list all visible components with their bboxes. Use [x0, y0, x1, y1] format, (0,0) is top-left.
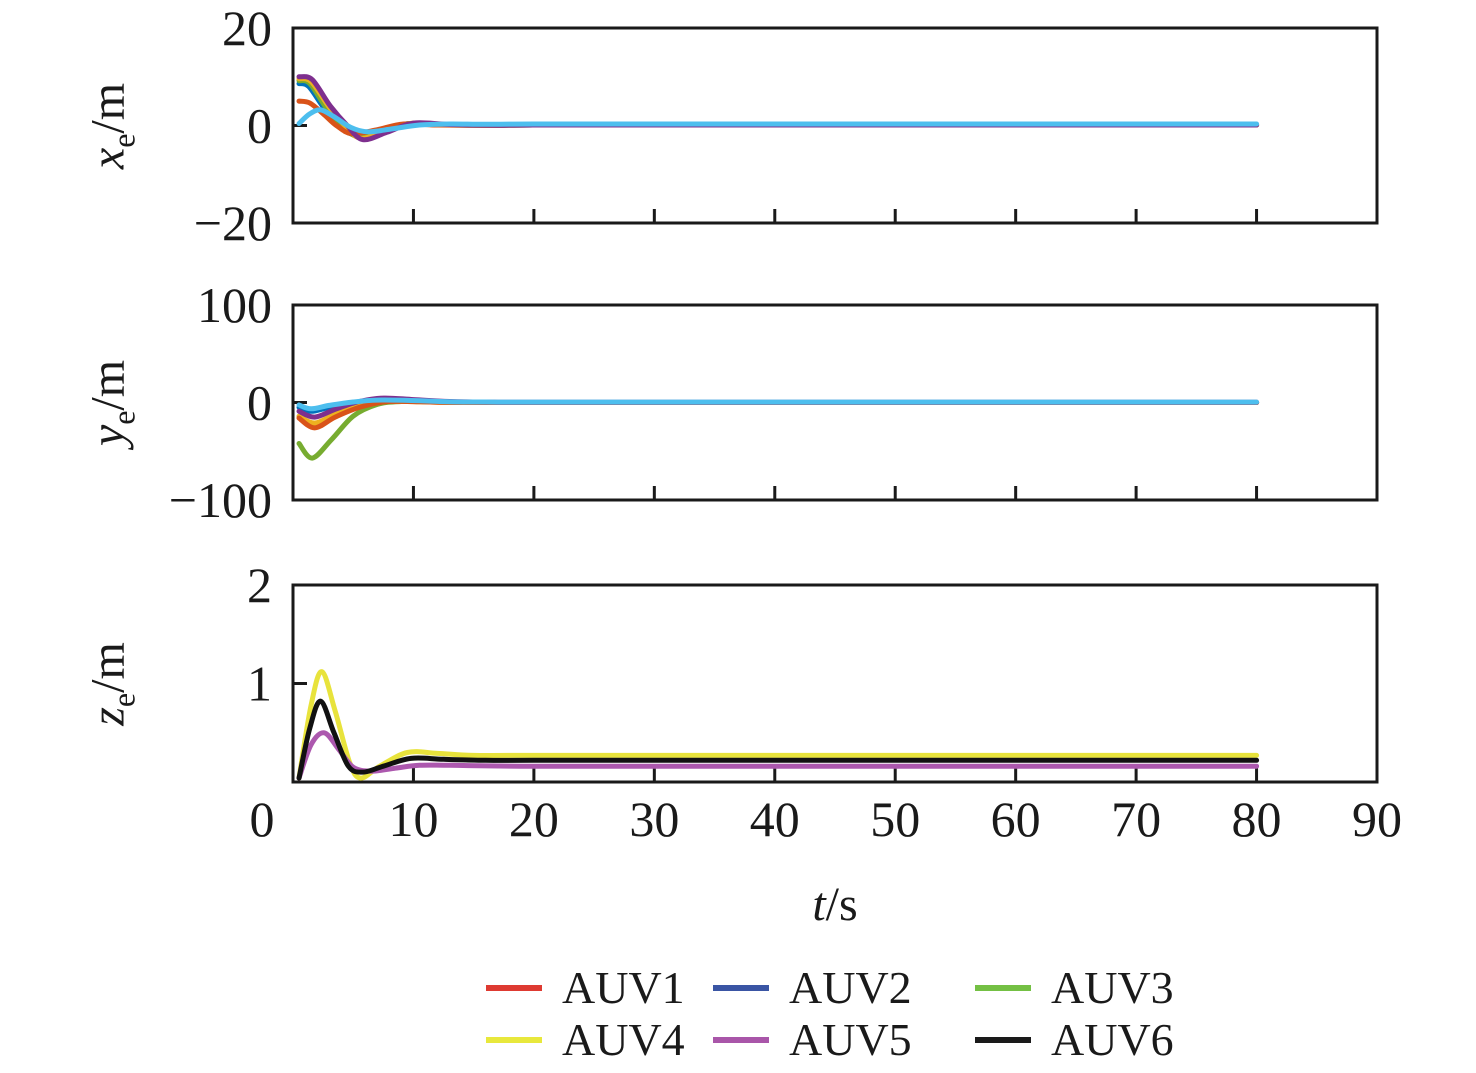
y-axis-label-xe-unit: /m	[81, 82, 135, 134]
x-axis-label-var: t	[812, 878, 826, 931]
legend-swatch-auv5	[713, 1037, 769, 1043]
xtick-label: 50	[870, 791, 920, 847]
legend-swatch-auv1	[486, 985, 542, 991]
subplot-ye-series-orange	[296, 398, 1260, 431]
subplot-ze-series-black	[296, 698, 1260, 781]
y-axis-label-ze-var: z	[81, 707, 135, 726]
subplot-ye-series-green	[296, 398, 1260, 461]
xtick-label: 10	[388, 791, 438, 847]
x-axis-label-unit: /s	[825, 878, 858, 931]
xtick-label: 80	[1232, 791, 1282, 847]
legend-item-auv1: AUV1	[486, 962, 713, 1014]
legend-label-auv1: AUV1	[562, 962, 685, 1013]
subplot-xe-ytick-label: 20	[222, 0, 272, 56]
y-axis-label-xe-var: x	[81, 147, 135, 170]
xtick-label: 40	[750, 791, 800, 847]
subplot-ye-ytick-label: −100	[169, 472, 272, 528]
legend-swatch-auv6	[975, 1037, 1031, 1043]
subplot-xe-series-cyan	[296, 107, 1260, 135]
legend-swatch-auv4	[486, 1037, 542, 1043]
legend-item-auv6: AUV6	[975, 1014, 1174, 1066]
y-axis-label-ye-sub: e	[105, 410, 142, 425]
xtick-label: 0	[250, 791, 275, 847]
legend: AUV1 AUV2 AUV3 AUV4 AUV5 AUV6	[486, 962, 1174, 1066]
y-axis-label-xe: xe/m	[81, 82, 142, 170]
y-axis-label-ze: ze/m	[81, 642, 142, 726]
legend-label-auv6: AUV6	[1051, 1014, 1174, 1065]
legend-item-auv4: AUV4	[486, 1014, 713, 1066]
subplot-xe-series-green	[296, 78, 1260, 140]
legend-label-auv4: AUV4	[562, 1014, 685, 1065]
y-axis-label-ye-var: y	[81, 424, 135, 447]
y-axis-label-ye-unit: /m	[81, 359, 135, 411]
subplot-ze-ytick-label: 1	[247, 656, 272, 712]
xtick-label: 20	[509, 791, 559, 847]
subplot-ze-series-yellow	[296, 669, 1260, 781]
legend-label-auv3: AUV3	[1051, 962, 1174, 1013]
legend-swatch-auv3	[975, 985, 1031, 991]
subplot-xe-series-blue	[296, 81, 1260, 138]
xtick-label: 90	[1352, 791, 1402, 847]
y-axis-label-ze-sub: e	[105, 692, 142, 708]
legend-swatch-auv2	[713, 985, 769, 991]
subplot-xe-series-purple	[296, 74, 1260, 143]
legend-label-auv5: AUV5	[789, 1014, 912, 1065]
legend-item-auv5: AUV5	[713, 1014, 975, 1066]
legend-item-auv2: AUV2	[713, 962, 975, 1014]
legend-label-auv2: AUV2	[789, 962, 912, 1013]
subplot-xe-series-yellow	[296, 76, 1260, 141]
subplot-ze-ytick-label: 2	[247, 557, 272, 613]
subplot-ze-series-purple	[296, 730, 1260, 781]
subplot-ye-series-cyan	[296, 397, 1260, 412]
xtick-label: 70	[1111, 791, 1161, 847]
y-axis-label-xe-sub: e	[105, 133, 142, 148]
subplot-xe-series-orange	[296, 98, 1260, 137]
subplot-ye-ytick-label: 100	[197, 277, 272, 333]
xtick-label: 30	[629, 791, 679, 847]
y-axis-label-ze-unit: /m	[81, 642, 135, 693]
xtick-label: 60	[991, 791, 1041, 847]
subplot-ye-ytick-label: 0	[247, 375, 272, 431]
subplot-xe-ytick-label: 0	[247, 98, 272, 154]
x-axis-label: t/s	[293, 878, 1377, 932]
y-axis-label-ye: ye/m	[81, 359, 142, 447]
legend-item-auv3: AUV3	[975, 962, 1174, 1014]
subplot-xe-ytick-label: −20	[194, 195, 272, 251]
